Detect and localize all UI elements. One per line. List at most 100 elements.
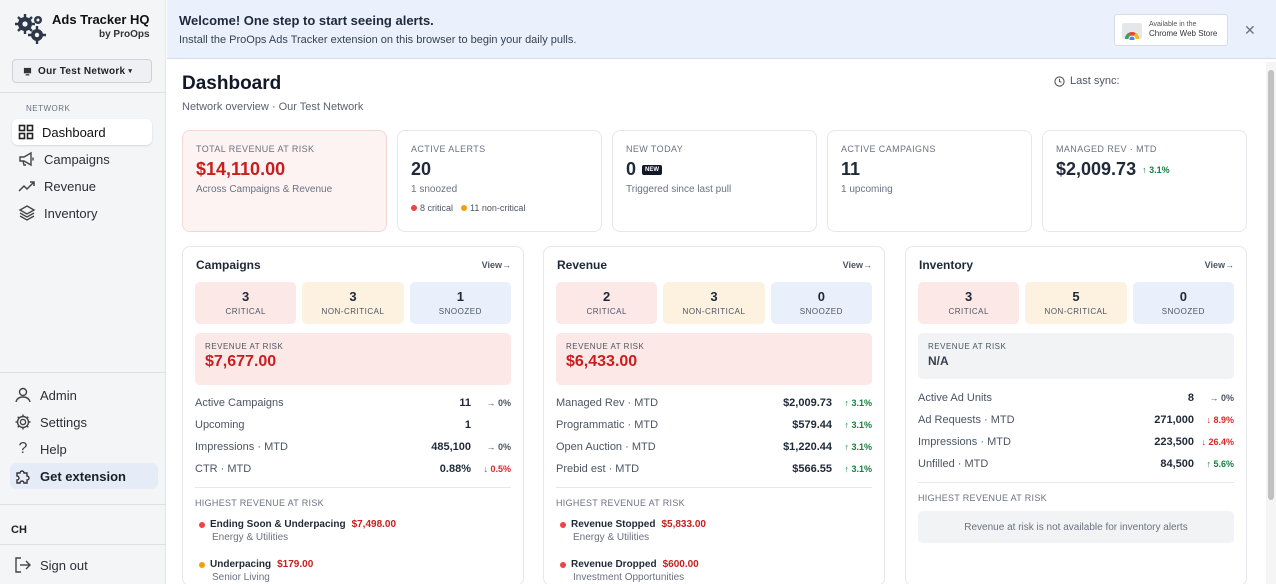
avatar[interactable]: CH [11,524,27,536]
metric-delta: → 0% [1209,393,1234,403]
sidebar-item-label: Campaigns [44,151,110,167]
alert-name: Underpacing [210,559,272,570]
stat-label: TOTAL REVENUE AT RISK [196,144,315,154]
sidebar-item-get-extension[interactable]: Get extension [10,463,158,489]
alert-amount: $5,833.00 [661,519,706,530]
stat-value: 0 [626,159,637,179]
list-item[interactable]: Revenue Dropped $600.00 Investment Opport… [560,559,870,583]
network-select-value: Our Test Network [38,65,126,77]
critical-count-tile[interactable]: 2 CRITICAL [556,282,658,324]
sidebar-item-revenue[interactable]: Revenue [12,173,152,199]
stat-new-today: NEW TODAY 0 NEW Triggered since last pul… [612,130,817,232]
count-number: 0 [817,289,825,304]
revenue-panel: Revenue View→ 2 CRITICAL 3 NON-CRITICAL 0 S… [543,246,885,584]
alert-name: Revenue Dropped [571,559,657,570]
banner-subtitle: Install the ProOps Ads Tracker extension… [179,34,577,46]
metric-row: Upcoming 1 [195,416,511,434]
noncritical-count-tile[interactable]: 5 NON-CRITICAL [1025,282,1127,324]
brand[interactable]: Ads Tracker HQ by ProOps [14,12,150,46]
metric-label: Managed Rev · MTD [556,397,659,409]
sidebar-item-campaigns[interactable]: Campaigns [12,146,152,172]
metric-label: CTR · MTD [195,463,252,475]
stat-managed-rev: MANAGED REV · MTD $2,009.73 ↑ 3.1% [1042,130,1247,232]
monitor-icon [23,67,32,75]
critical-count-tile[interactable]: 3 CRITICAL [195,282,297,324]
metric-row: Prebid est · MTD $566.55 ↑ 3.1% [556,460,872,478]
list-item[interactable]: Underpacing $179.00 Senior Living [199,559,509,583]
red-dot-icon [560,561,566,568]
scrollbar-thumb[interactable] [1268,70,1274,500]
sidebar-item-help[interactable]: ? Help [10,436,158,462]
metric-value: $579.44 [792,419,832,431]
stat-value: 20 [411,159,432,179]
help-icon: ? [18,440,28,457]
sign-out-button[interactable]: Sign out [10,552,158,578]
alert-counts: 3 CRITICAL 5 NON-CRITICAL 0 SNOOZED [918,282,1234,324]
sidebar-item-dashboard[interactable]: Dashboard [12,119,152,145]
sidebar-item-label: Revenue [44,178,97,194]
revenue-at-risk-box: REVENUE AT RISK N/A [918,333,1234,379]
divider [0,504,166,505]
metric-delta: ↓ 8.9% [1206,415,1234,425]
alert-breakdown: 8 critical 11 non-critical [411,203,588,213]
sidebar-item-inventory[interactable]: Inventory [12,200,152,226]
snoozed-count-tile[interactable]: 1 SNOOZED [409,282,511,324]
alert-amount: $600.00 [662,559,699,570]
close-icon[interactable]: ✕ [1244,22,1256,38]
alert-category: Investment Opportunities [573,572,685,583]
stat-active-campaigns: ACTIVE CAMPAIGNS 11 1 upcoming [827,130,1032,232]
view-revenue-link[interactable]: View→ [842,260,872,270]
view-campaigns-link[interactable]: View→ [481,260,511,270]
sign-out-icon [15,557,31,573]
critical-count: 8 critical [411,203,453,213]
metric-label: Programmatic · MTD [556,419,659,431]
noncritical-count-tile[interactable]: 3 NON-CRITICAL [663,282,765,324]
network-select[interactable]: Our Test Network ▾ [12,59,152,83]
metric-label: Open Auction · MTD [556,441,656,453]
noncritical-count-tile[interactable]: 3 NON-CRITICAL [302,282,404,324]
rar-label: REVENUE AT RISK [928,342,1007,351]
count-number: 1 [456,289,464,304]
list-item[interactable]: Revenue Stopped $5,833.00 Energy & Utilit… [560,519,870,543]
metric-row: Unfilled · MTD 84,500 ↑ 5.6% [918,455,1234,473]
count-number: 3 [242,289,250,304]
sidebar-item-label: Help [40,441,67,457]
count-label: NON-CRITICAL [1044,307,1108,316]
stat-label: MANAGED REV · MTD [1056,144,1157,154]
amber-dot-icon [461,205,468,211]
stat-active-alerts: ACTIVE ALERTS 20 1 snoozed 8 critical 11… [397,130,602,232]
count-number: 3 [349,289,357,304]
divider [556,487,872,488]
metric-value: 271,000 [1154,414,1194,426]
sidebar-item-settings[interactable]: Settings [10,409,158,435]
snoozed-count-tile[interactable]: 0 SNOOZED [1132,282,1234,324]
rar-value: $6,433.00 [566,353,638,370]
scrollbar[interactable] [1266,62,1276,584]
metric-delta: ↓ 0.5% [483,464,511,474]
metric-label: Ad Requests · MTD [918,414,1015,426]
list-item[interactable]: Ending Soon & Underpacing $7,498.00 Energ… [199,519,509,543]
metric-label: Prebid est · MTD [556,463,640,475]
highest-rar-title: HIGHEST REVENUE AT RISK [195,498,324,508]
count-label: SNOOZED [1161,307,1205,316]
view-inventory-link[interactable]: View→ [1204,260,1234,270]
rar-label: REVENUE AT RISK [566,342,645,351]
metric-value: 8 [1187,392,1194,404]
stat-value: $2,009.73 [1056,159,1137,179]
sidebar-item-admin[interactable]: Admin [10,382,158,408]
revenue-at-risk-box: REVENUE AT RISK $7,677.00 [195,333,511,385]
count-number: 3 [710,289,718,304]
rar-label: REVENUE AT RISK [205,342,284,351]
metric-delta: ↑ 5.6% [1206,459,1234,469]
snoozed-count-tile[interactable]: 0 SNOOZED [770,282,872,324]
metric-label: Upcoming [195,419,245,431]
brand-title: Ads Tracker HQ [52,12,150,27]
stat-value: 11 [841,159,861,179]
stat-label: ACTIVE CAMPAIGNS [841,144,936,154]
page-title: Dashboard [182,73,282,94]
critical-count-tile[interactable]: 3 CRITICAL [918,282,1020,324]
chrome-web-store-button[interactable]: Available in the Chrome Web Store [1114,14,1228,46]
metric-row: Open Auction · MTD $1,220.44 ↑ 3.1% [556,438,872,456]
count-number: 5 [1072,289,1080,304]
divider [918,482,1234,483]
